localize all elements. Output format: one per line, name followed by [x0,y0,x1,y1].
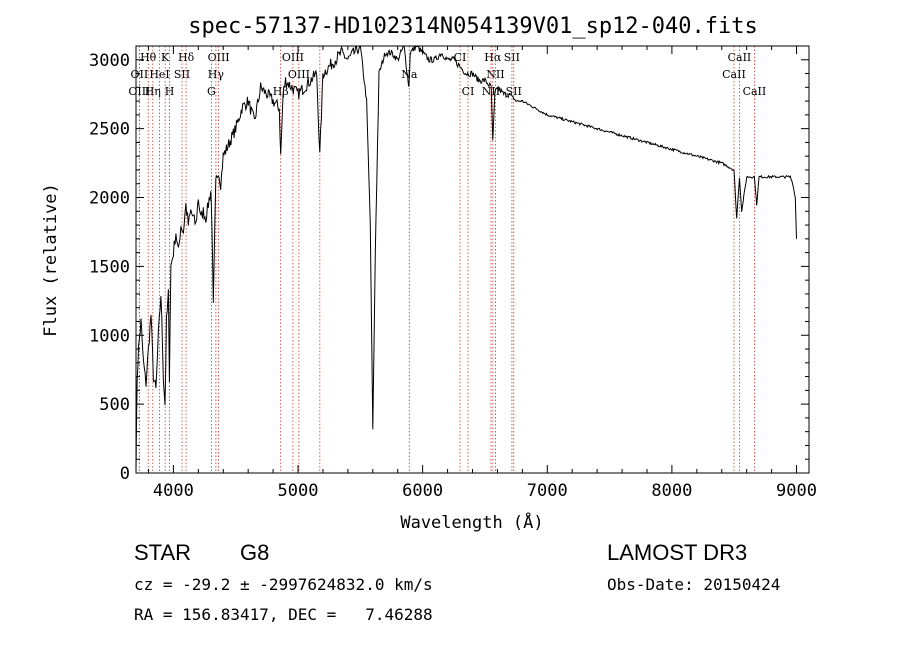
y-tick-label-3: 1500 [89,257,130,277]
spectrum-series-0 [135,45,797,473]
line-label-21: NII [486,68,504,81]
line-label-17: CI [454,51,467,64]
x-tick-label-0: 4000 [153,481,194,501]
line-label-4: HeI [149,68,169,81]
line-label-12: OIII [282,51,304,64]
line-label-18: CI [462,85,475,98]
x-axis-label: Wavelength (Å) [400,511,543,533]
object-subclass: G8 [240,540,269,565]
line-label-9: OIII [208,51,230,64]
line-label-14: Hβ [273,85,289,98]
y-tick-label-5: 2500 [89,120,130,140]
line-label-3: K [161,51,170,64]
line-label-6: SII [174,68,190,81]
y-tick-label-6: 3000 [89,51,130,71]
x-tick-label-1: 5000 [278,481,319,501]
line-label-11: G [207,85,216,98]
line-label-23: SII [506,85,522,98]
y-axis-label: Flux (relative) [41,183,61,337]
line-label-26: CaII [743,85,767,98]
line-label-25: CaII [722,68,746,81]
line-label-8: Hδ [178,51,195,64]
observation-date: Obs-Date: 20150424 [607,575,780,594]
line-label-10: Hγ [208,68,225,81]
line-label-2: OIII [128,85,150,98]
line-label-7: H [165,85,175,98]
y-tick-label-1: 500 [99,395,130,415]
x-tick-label-3: 7000 [527,481,568,501]
y-tick-label-0: 0 [120,464,130,484]
chart-title: spec-57137-HD102314N054139V01_sp12-040.f… [188,14,758,39]
y-tick-label-4: 2000 [89,189,130,209]
line-label-5: Hη [145,85,161,98]
line-label-13: OIII [288,68,310,81]
survey-name: LAMOST DR3 [607,540,747,565]
ra-dec-coordinates: RA = 156.83417, DEC = 7.46288 [134,605,433,624]
line-label-24: CaII [728,51,752,64]
plot-frame [135,45,810,474]
y-tick-label-2: 1000 [89,326,130,346]
object-class: STAR [134,540,191,565]
line-label-0: Hθ [140,51,157,64]
x-tick-label-4: 8000 [651,481,692,501]
x-tick-label-5: 9000 [776,481,817,501]
redshift-cz: cz = -29.2 ± -2997624832.0 km/s [134,575,433,594]
line-label-19: Hα [484,51,502,64]
line-label-20: SII [504,51,520,64]
x-tick-label-2: 6000 [402,481,443,501]
